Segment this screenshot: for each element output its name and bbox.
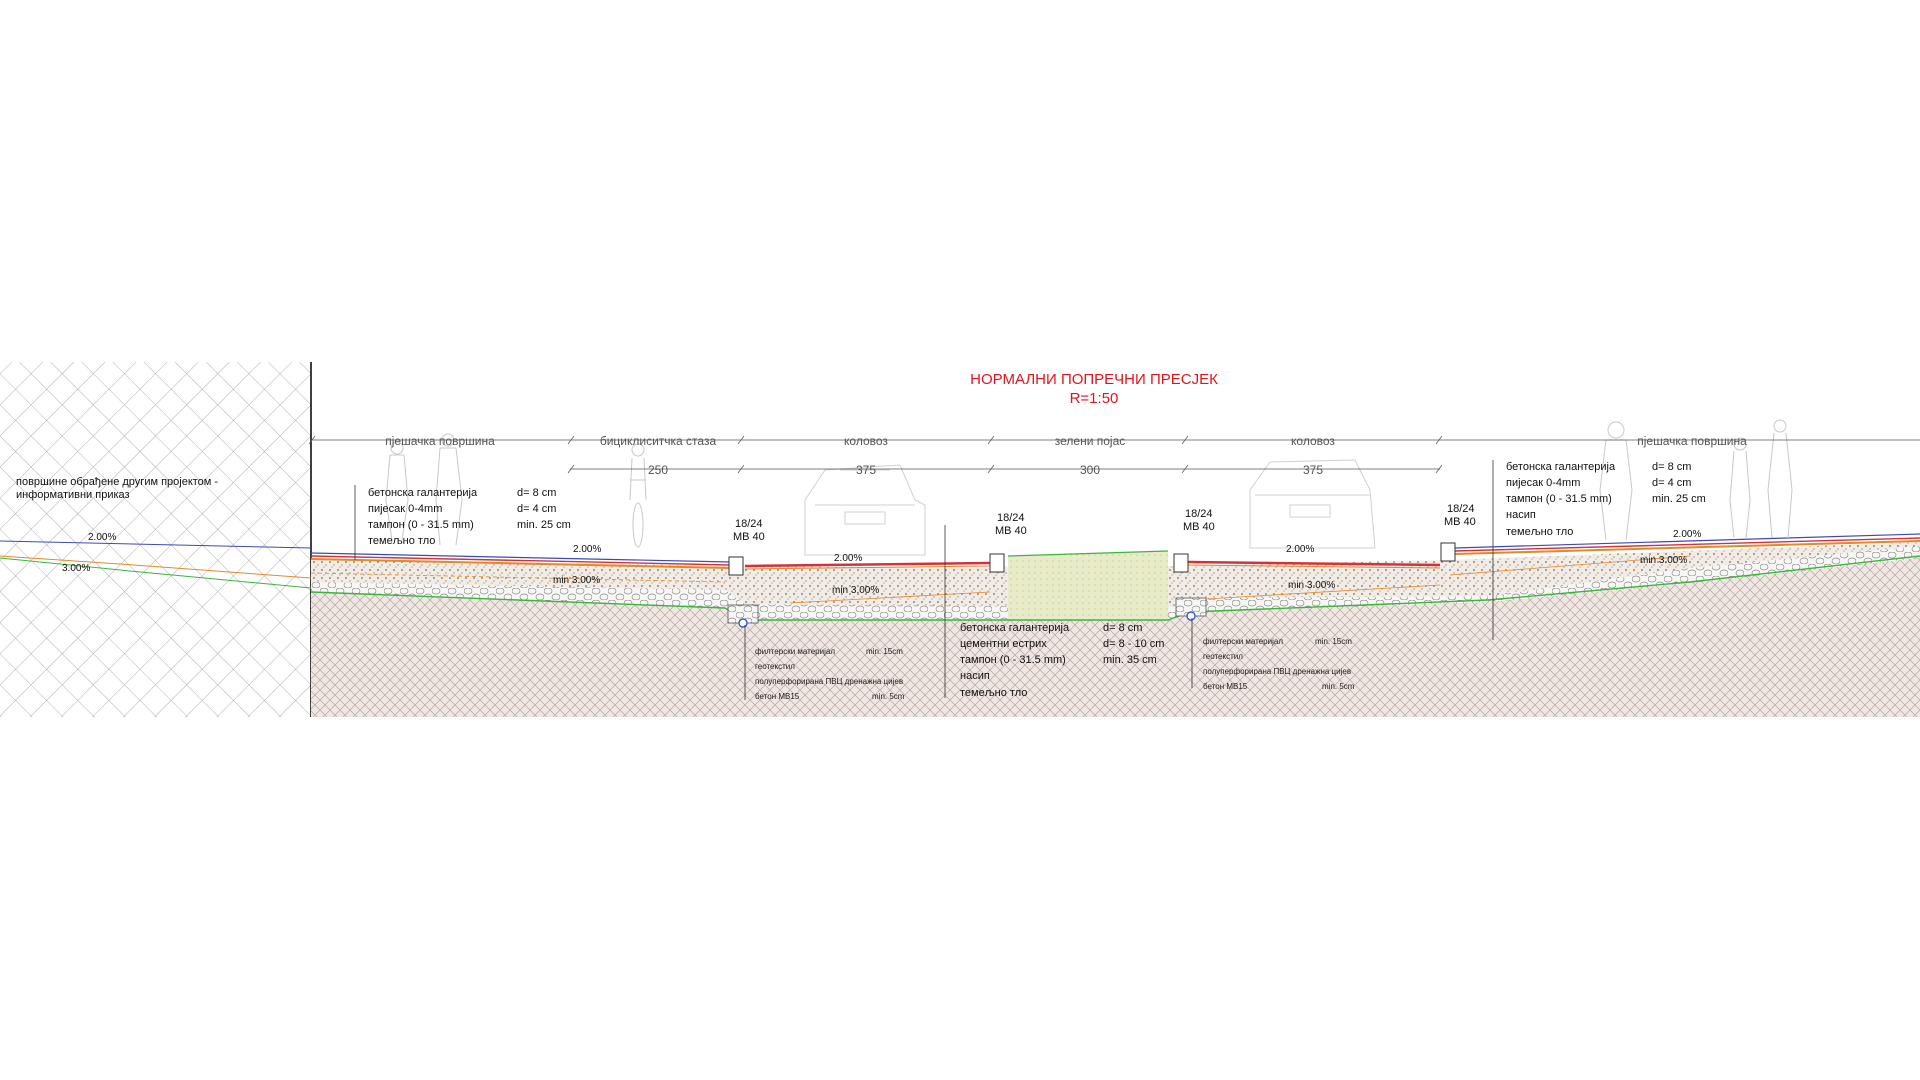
slope-subgrade-4: min 3.00% [1640, 555, 1687, 566]
drain-layer-value: min. 15cm [866, 647, 903, 656]
curb-2-size: 18/24 [997, 512, 1025, 524]
curb-1-grade: MB 40 [733, 531, 765, 543]
layer-name: насип [1506, 509, 1536, 521]
drain-notes-right: филтерски материјал min. 15cm геотекстил… [1203, 637, 1355, 691]
layer-value: d= 4 cm [517, 503, 556, 515]
layer-value: d= 4 cm [1652, 477, 1691, 489]
green-median [1008, 551, 1168, 620]
drain-layer-value: min. 5cm [872, 692, 905, 701]
slope-far-left-lower: 3.00% [62, 563, 90, 574]
layer-value: d= 8 - 10 cm [1103, 638, 1164, 650]
layer-name: тампон (0 - 31.5 mm) [1506, 493, 1612, 505]
layers-sidewalk-left: бетонска галантерија d= 8 cm пијесак 0-4… [368, 487, 571, 547]
drain-layer-name: филтерски материјал [755, 647, 835, 656]
layer-name: бетонска галантерија [368, 487, 478, 499]
zone-label-road-left: коловоз [844, 434, 888, 448]
slope-subgrade-3: min 3.00% [1288, 580, 1335, 591]
surface-lines [310, 533, 1920, 621]
drain-layer-value: min. 5cm [1322, 682, 1355, 691]
layer-name: насип [960, 670, 990, 682]
left-note-line2: информативни приказ [16, 489, 130, 501]
layer-value: min. 25 cm [517, 519, 571, 531]
drawing-title: НОРМАЛНИ ПОПРЕЧНИ ПРЕСЈЕК [970, 371, 1218, 388]
width-road-right: 375 [1303, 463, 1323, 477]
subsoil [311, 556, 1920, 717]
drain-layer-name: полуперфорирана ПВЦ дренажна цијев [755, 677, 903, 686]
layer-name: бетонска галантерија [1506, 461, 1616, 473]
width-bike-path: 250 [648, 463, 668, 477]
layer-name: пијесак 0-4mm [1506, 477, 1580, 489]
leader-lines [354, 460, 1494, 700]
zone-label-bike-path: бициклиситчка стаза [600, 434, 717, 448]
zone-label-sidewalk-left: пјешачка површина [385, 434, 495, 448]
drains [727, 597, 1207, 628]
drain-layer-name: полуперфорирана ПВЦ дренажна цијев [1203, 667, 1351, 676]
layers-median: бетонска галантерија d= 8 cm цементни ес… [960, 622, 1164, 699]
layer-value: d= 8 cm [1103, 622, 1142, 634]
layer-name: темељно тло [1506, 526, 1573, 538]
cyclist-figure [629, 443, 647, 548]
slope-sidewalk-right: 2.00% [1673, 529, 1701, 540]
left-note-line1: површине обрађене другим пројектом - [16, 476, 218, 488]
drain-notes-left: филтерски материјал min. 15cm геотекстил… [755, 647, 905, 701]
drawing-scale: R=1:50 [1070, 390, 1119, 407]
drain-layer-name: геотекстил [1203, 652, 1243, 661]
drain-layer-name: бетон MB15 [755, 692, 800, 701]
layer-value: d= 8 cm [1652, 461, 1691, 473]
layer-value: d= 8 cm [517, 487, 556, 499]
layer-value: min. 25 cm [1652, 493, 1706, 505]
layer-name: темељно тло [960, 687, 1027, 699]
zone-label-median: зелени појас [1055, 434, 1126, 448]
drain-layer-name: бетон MB15 [1203, 682, 1248, 691]
layer-name: тампон (0 - 31.5 mm) [368, 519, 474, 531]
drain-layer-name: геотекстил [755, 662, 795, 671]
slope-subgrade-1: min 3.00% [553, 575, 600, 586]
curbs [728, 542, 1456, 576]
slope-road-right: 2.00% [1286, 544, 1314, 555]
layer-value: min. 35 cm [1103, 654, 1157, 666]
fill-embankment [311, 546, 1920, 620]
curb-1-size: 18/24 [735, 518, 763, 530]
layer-name: бетонска галантерија [960, 622, 1070, 634]
other-project-area [0, 362, 312, 717]
drain-layer-name: филтерски материјал [1203, 637, 1283, 646]
curb-4-grade: MB 40 [1444, 516, 1476, 528]
car-figures [804, 459, 1376, 556]
width-median: 300 [1080, 463, 1100, 477]
curb-2-grade: MB 40 [995, 525, 1027, 537]
slope-road-left: 2.00% [834, 553, 862, 564]
width-road-left: 375 [856, 463, 876, 477]
layer-name: пијесак 0-4mm [368, 503, 442, 515]
layer-name: цементни естрих [960, 638, 1047, 650]
dimension-lines [308, 435, 1920, 474]
drain-layer-value: min. 15cm [1315, 637, 1352, 646]
layer-name: темељно тло [368, 535, 435, 547]
zone-label-sidewalk-right: пјешачка површина [1637, 434, 1747, 448]
zone-label-road-right: коловоз [1291, 434, 1335, 448]
layer-name: тампон (0 - 31.5 mm) [960, 654, 1066, 666]
layers-sidewalk-right: бетонска галантерија d= 8 cm пијесак 0-4… [1506, 461, 1706, 538]
slope-far-left-upper: 2.00% [88, 532, 116, 543]
slope-subgrade-2: min 3.00% [832, 585, 879, 596]
curb-3-size: 18/24 [1185, 508, 1213, 520]
curb-4-size: 18/24 [1447, 503, 1475, 515]
slope-sidewalk-left: 2.00% [573, 544, 601, 555]
curb-3-grade: MB 40 [1183, 521, 1215, 533]
